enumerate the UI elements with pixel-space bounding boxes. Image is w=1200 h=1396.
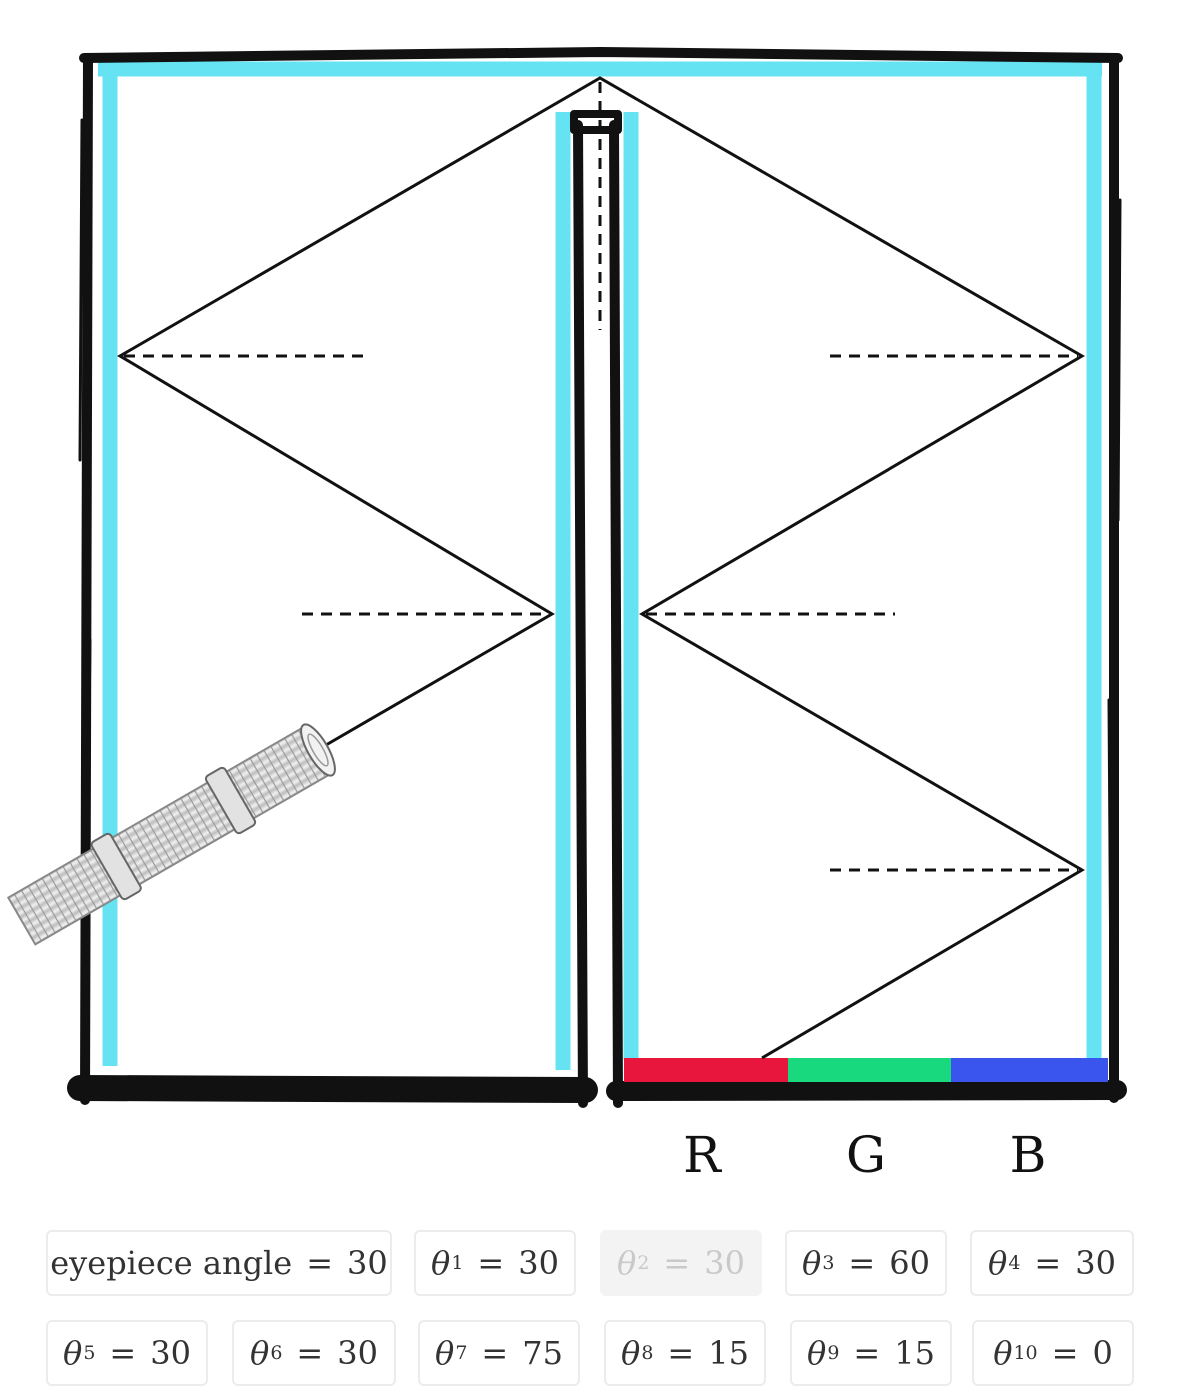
theta-2-button: θ 2 = 30	[600, 1230, 762, 1296]
theta-3-symbol: θ	[802, 1244, 822, 1282]
light-ray	[117, 76, 1085, 1060]
eyepiece-ring-2	[204, 766, 257, 835]
theta-3-subscript: 3	[822, 1252, 835, 1274]
theta-1-symbol: θ	[431, 1244, 451, 1282]
normals	[124, 82, 1078, 872]
sensor-label-b: B	[1010, 1126, 1047, 1184]
theta-7-subscript: 7	[455, 1342, 468, 1364]
periscope-diagram: R G B	[6, 47, 1127, 1184]
sensor-label-g: G	[846, 1126, 886, 1184]
eyepiece-angle-button[interactable]: eyepiece angle = 30	[46, 1230, 392, 1296]
eyepiece-angle-value: 30	[347, 1244, 388, 1282]
eyepiece-lens-inner	[307, 733, 329, 767]
theta-1-button[interactable]: θ 1 = 30	[414, 1230, 576, 1296]
theta-8-value: 15	[708, 1334, 749, 1372]
divider-cap	[570, 110, 622, 134]
sensor-red	[624, 1058, 788, 1082]
theta-5-button[interactable]: θ 5 = 30	[46, 1320, 208, 1386]
theta-1-subscript: 1	[451, 1252, 464, 1274]
theta-7-button[interactable]: θ 7 = 75	[418, 1320, 580, 1386]
theta-10-button[interactable]: θ 10 = 0	[972, 1320, 1134, 1386]
eyepiece-ring-1	[90, 832, 142, 901]
theta-1-value: 30	[518, 1244, 559, 1282]
theta-10-value: 0	[1092, 1334, 1113, 1372]
theta-7-symbol: θ	[435, 1334, 455, 1372]
theta-9-button[interactable]: θ 9 = 15	[790, 1320, 952, 1386]
theta-3-value: 60	[889, 1244, 930, 1282]
theta-4-subscript: 4	[1008, 1252, 1021, 1274]
theta-7-value: 75	[522, 1334, 563, 1372]
theta-2-value: 30	[704, 1244, 745, 1282]
theta-9-symbol: θ	[807, 1334, 827, 1372]
housing-bottom-left	[67, 1075, 598, 1103]
theta-9-value: 15	[894, 1334, 935, 1372]
housing	[67, 47, 1127, 1108]
eyepiece-lens	[300, 723, 336, 777]
theta-6-button[interactable]: θ 6 = 30	[232, 1320, 396, 1386]
theta-10-subscript: 10	[1013, 1342, 1038, 1364]
theta-8-button[interactable]: θ 8 = 15	[604, 1320, 766, 1386]
theta-5-subscript: 5	[83, 1342, 96, 1364]
theta-9-subscript: 9	[827, 1342, 840, 1364]
housing-bottom-right	[606, 1080, 1127, 1101]
theta-8-symbol: θ	[621, 1334, 641, 1372]
theta-5-value: 30	[150, 1334, 191, 1372]
theta-8-subscript: 8	[641, 1342, 654, 1364]
theta-4-value: 30	[1075, 1244, 1116, 1282]
theta-6-value: 30	[337, 1334, 378, 1372]
eyepiece-telescope	[6, 723, 336, 946]
sensor-label-r: R	[683, 1126, 722, 1184]
housing-top-wall	[79, 47, 1123, 63]
theta-5-symbol: θ	[63, 1334, 83, 1372]
theta-10-symbol: θ	[993, 1334, 1013, 1372]
divider-left-wall	[573, 120, 588, 1108]
theta-2-subscript: 2	[637, 1252, 650, 1274]
theta-6-subscript: 6	[270, 1342, 283, 1364]
sensor-strip	[624, 1058, 1108, 1082]
theta-4-symbol: θ	[988, 1244, 1008, 1282]
divider-right-wall	[609, 120, 623, 1108]
theta-4-button[interactable]: θ 4 = 30	[970, 1230, 1134, 1296]
eyepiece-angle-label: eyepiece angle	[50, 1244, 293, 1282]
housing-right-wall-sketch	[1107, 198, 1122, 1002]
theta-6-symbol: θ	[250, 1334, 270, 1372]
eyepiece-body	[6, 725, 333, 946]
mirrors	[98, 61, 1102, 1070]
sensor-blue	[951, 1058, 1108, 1082]
theta-3-button[interactable]: θ 3 = 60	[785, 1230, 947, 1296]
sensor-green	[788, 1058, 951, 1082]
theta-2-symbol: θ	[617, 1244, 637, 1282]
